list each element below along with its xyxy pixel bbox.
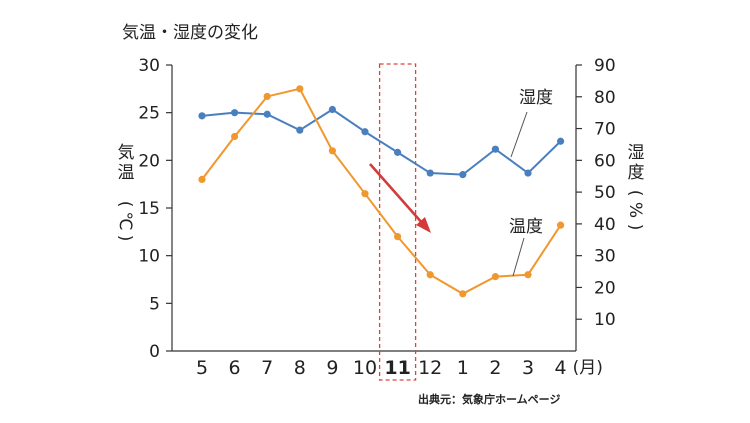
series-point-0 <box>394 148 402 156</box>
left-axis-label-char: 温 <box>118 163 135 183</box>
right-tick-label: 20 <box>594 278 616 298</box>
series-point-1 <box>524 271 532 279</box>
trend-arrow-shaft <box>369 163 424 225</box>
left-axis-unit-char: ( <box>115 201 135 208</box>
right-axis-unit-group: % <box>625 202 645 218</box>
right-axis-label-char: 湿 <box>628 143 645 163</box>
series-point-0 <box>231 109 239 117</box>
left-tick-label: 0 <box>149 342 160 362</box>
series-point-0 <box>524 169 532 177</box>
left-axis-unit-group: ℃ <box>115 211 135 230</box>
right-tick-label: 80 <box>594 88 616 108</box>
left-tick-label: 20 <box>138 151 160 171</box>
left-axis-label-char: 気 <box>118 143 135 163</box>
x-tick-label: 10 <box>353 357 377 379</box>
series-point-1 <box>459 290 467 298</box>
series-point-0 <box>263 110 271 118</box>
x-tick-label: 3 <box>522 357 534 379</box>
right-axis-label-char: 度 <box>628 163 645 183</box>
right-tick-label: 70 <box>594 120 616 140</box>
series-label-humidity: 湿度 <box>519 88 553 108</box>
x-axis-unit: (月) <box>573 358 603 378</box>
series-point-1 <box>426 271 434 279</box>
x-tick-label: 4 <box>555 357 567 379</box>
x-tick-label: 12 <box>418 357 442 379</box>
right-axis-unit-char: % <box>625 202 645 218</box>
temperature-leader-line <box>512 237 525 277</box>
series-point-0 <box>198 112 206 120</box>
x-tick-label: 5 <box>196 357 208 379</box>
left-axis-unit-char: ℃ <box>115 211 135 230</box>
series-point-1 <box>557 221 565 229</box>
right-axis-unit-group: ( <box>625 190 645 197</box>
series-point-0 <box>459 171 467 179</box>
series-point-1 <box>263 92 271 101</box>
x-tick-label: 8 <box>294 357 306 379</box>
series-point-1 <box>231 132 239 141</box>
series-point-0 <box>491 145 499 153</box>
series-line-1 <box>201 87 562 295</box>
series-point-1 <box>491 273 499 281</box>
humidity-leader-line <box>510 111 528 158</box>
series-point-0 <box>361 128 369 136</box>
chart-title: 気温・湿度の変化 <box>122 23 258 43</box>
x-tick-label: 2 <box>489 357 501 379</box>
series-point-1 <box>198 175 206 183</box>
series-line-0 <box>201 108 562 176</box>
right-axis-unit-group: ) <box>625 224 645 231</box>
right-tick-label: 10 <box>594 310 616 330</box>
right-tick-label: 50 <box>594 183 616 203</box>
series-point-0 <box>296 126 304 134</box>
right-tick-label: 90 <box>594 56 616 76</box>
series-point-1 <box>328 147 336 155</box>
left-tick-label: 25 <box>138 104 160 124</box>
left-axis-unit-group: ( <box>115 201 135 208</box>
x-tick-label: 1 <box>457 357 469 379</box>
left-axis-unit-group: ) <box>115 235 135 242</box>
highlight-box <box>378 63 417 381</box>
series-label-temperature: 温度 <box>509 217 543 237</box>
right-tick-label: 60 <box>594 151 616 171</box>
trend-arrow-head <box>416 217 431 233</box>
series-point-1 <box>361 190 369 198</box>
source-note: 出典元：気象庁ホームページ <box>418 392 560 406</box>
series-point-0 <box>557 137 565 145</box>
right-tick-label: 30 <box>594 247 616 267</box>
series-point-0 <box>328 105 336 114</box>
left-tick-label: 10 <box>138 247 160 267</box>
left-tick-label: 15 <box>138 199 160 219</box>
left-tick-label: 5 <box>149 294 160 314</box>
left-tick-label: 30 <box>138 56 160 76</box>
series-point-0 <box>426 169 434 177</box>
series-point-1 <box>394 233 402 241</box>
right-axis-unit-char: ) <box>625 224 645 231</box>
x-tick-label: 7 <box>261 357 273 379</box>
left-axis-unit-char: ) <box>115 235 135 242</box>
series-point-1 <box>296 85 304 93</box>
right-axis-unit-char: ( <box>625 190 645 197</box>
x-tick-label: 9 <box>326 357 338 379</box>
x-tick-label-highlight: 11 <box>384 357 410 379</box>
x-tick-label: 6 <box>229 357 241 379</box>
right-tick-label: 40 <box>594 215 616 235</box>
